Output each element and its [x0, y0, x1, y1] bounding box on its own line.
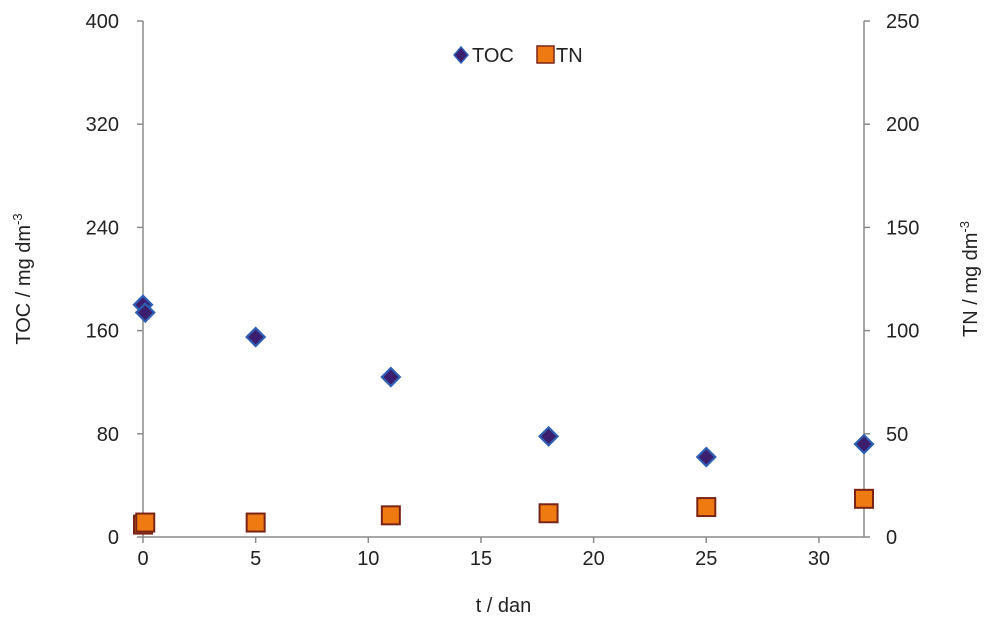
x-axis-title: t / dan: [476, 595, 532, 617]
tn-point: [854, 488, 874, 509]
ticks: 0 5 10 15 20 25 30 0 80 160 240 320 400 0 50 100 150 200 2…: [86, 11, 920, 570]
toc-point: [245, 326, 267, 348]
x-tick-label: 5: [250, 548, 261, 570]
toc-point: [134, 301, 156, 324]
y-right-tick-label: 200: [886, 114, 919, 136]
legend-toc-label: TOC: [472, 45, 514, 67]
y-left-tick-label: 320: [86, 114, 119, 136]
x-tick-label: 15: [470, 548, 492, 570]
y-axis-left-title: TOC / mg dm-3: [10, 213, 35, 344]
series-tn: [133, 488, 874, 535]
toc-point: [695, 446, 717, 468]
y-axis-left-title-sup: -3: [10, 213, 25, 225]
y-right-tick-label: 250: [886, 11, 919, 33]
series: [132, 294, 875, 535]
series-toc: [132, 294, 875, 468]
y-left-tick-label: 160: [86, 321, 119, 343]
legend: TOC TN: [453, 45, 583, 67]
legend-tn-marker: [536, 45, 555, 64]
axis-titles: t / dan TOC / mg dm-3 TN / mg dm-3: [10, 213, 982, 617]
y-right-tick-label: 50: [886, 424, 908, 446]
y-left-tick-label: 400: [86, 11, 119, 33]
x-tick-label: 0: [137, 548, 148, 570]
tn-point: [380, 505, 401, 526]
y-left-tick-label: 240: [86, 217, 119, 239]
x-tick-label: 25: [695, 548, 717, 570]
toc-point: [853, 433, 875, 455]
tn-point: [538, 503, 559, 524]
y-left-tick-label: 0: [108, 527, 119, 549]
tn-point: [245, 512, 266, 533]
legend-tn-label: TN: [556, 45, 583, 67]
y-right-tick-label: 0: [886, 527, 897, 549]
legend-toc-marker: [453, 45, 469, 65]
y-axis-left-title-main: TOC / mg dm: [13, 225, 35, 345]
toc-point: [380, 366, 402, 388]
y-axis-right-title-sup: -3: [957, 221, 972, 233]
x-tick-label: 30: [808, 548, 830, 570]
x-tick-label: 20: [583, 548, 605, 570]
y-axis-right-title-main: TN / mg dm: [960, 233, 982, 337]
y-axis-right-title: TN / mg dm-3: [957, 221, 982, 337]
tn-point: [696, 497, 717, 518]
y-right-tick-label: 150: [886, 217, 919, 239]
x-tick-label: 10: [357, 548, 379, 570]
toc-point: [538, 425, 560, 447]
y-left-tick-label: 80: [97, 424, 119, 446]
axes: [142, 21, 865, 538]
y-right-tick-label: 100: [886, 321, 919, 343]
tn-point: [135, 512, 156, 533]
